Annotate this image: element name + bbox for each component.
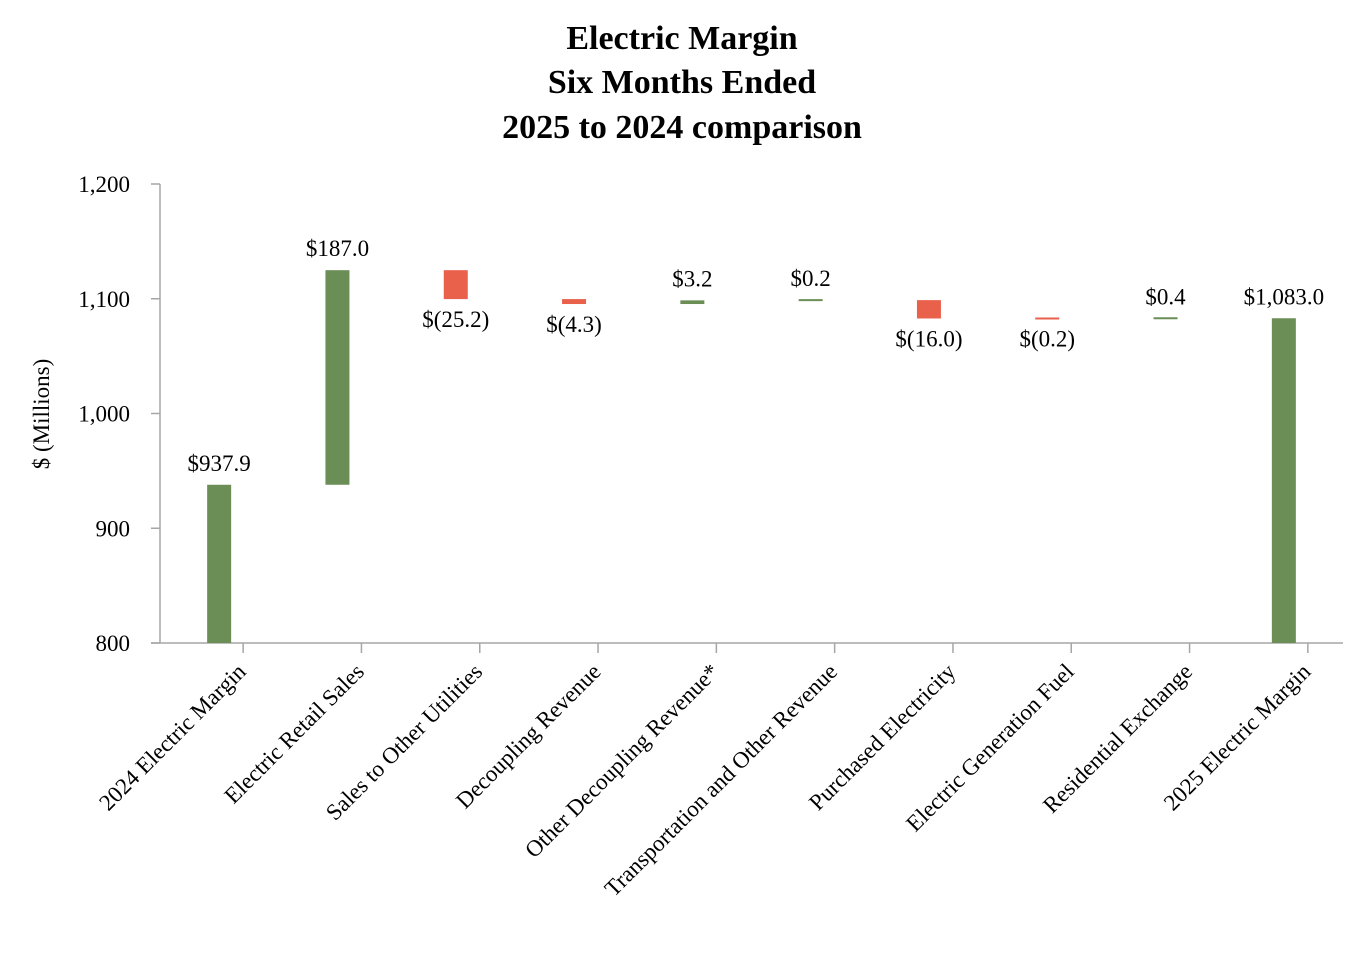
bar-decrease <box>1035 317 1060 320</box>
x-category-label: Transportation and Other Revenue <box>600 659 842 901</box>
data-label: $0.2 <box>791 266 831 291</box>
x-category-label: Other Decoupling Revenue* <box>520 659 724 863</box>
data-label: $3.2 <box>672 266 712 291</box>
data-label: $(25.2) <box>422 307 489 332</box>
y-tick-label: 800 <box>96 631 131 656</box>
bar-total <box>207 484 232 643</box>
data-label: $0.4 <box>1145 284 1186 309</box>
bar-increase <box>1153 317 1178 320</box>
bar-increase <box>325 270 350 485</box>
y-axis-title: $ (Millions) <box>29 359 54 470</box>
y-tick-label: 900 <box>96 516 131 541</box>
data-label: $(4.3) <box>546 312 602 337</box>
chart-title: Electric Margin Six Months Ended 2025 to 2… <box>502 20 862 146</box>
bar-decrease <box>916 300 941 319</box>
data-labels: $937.9 $187.0 $(25.2) $(4.3) $3.2 $0.2 $(16.0)… <box>188 236 1325 476</box>
data-label: $1,083.0 <box>1244 284 1325 309</box>
chart-title-line: Six Months Ended <box>548 64 816 101</box>
y-tick-label: 1,200 <box>78 172 130 197</box>
y-tick-label: 1,100 <box>78 287 130 312</box>
data-label: $(0.2) <box>1019 327 1075 352</box>
data-label: $(16.0) <box>895 326 962 351</box>
bar-series <box>207 270 1296 643</box>
y-axis: 800 900 1,000 1,100 1,200 <box>78 172 161 656</box>
bar-increase <box>680 300 705 305</box>
bar-decrease <box>562 299 587 305</box>
bar-decrease <box>443 270 468 300</box>
bar-total <box>1271 318 1296 643</box>
data-label: $187.0 <box>306 236 369 261</box>
chart-title-line: 2025 to 2024 comparison <box>502 109 862 146</box>
data-label: $937.9 <box>188 451 251 476</box>
y-tick-label: 1,000 <box>78 402 130 427</box>
bar-increase <box>798 299 823 302</box>
chart-title-line: Electric Margin <box>566 20 797 57</box>
